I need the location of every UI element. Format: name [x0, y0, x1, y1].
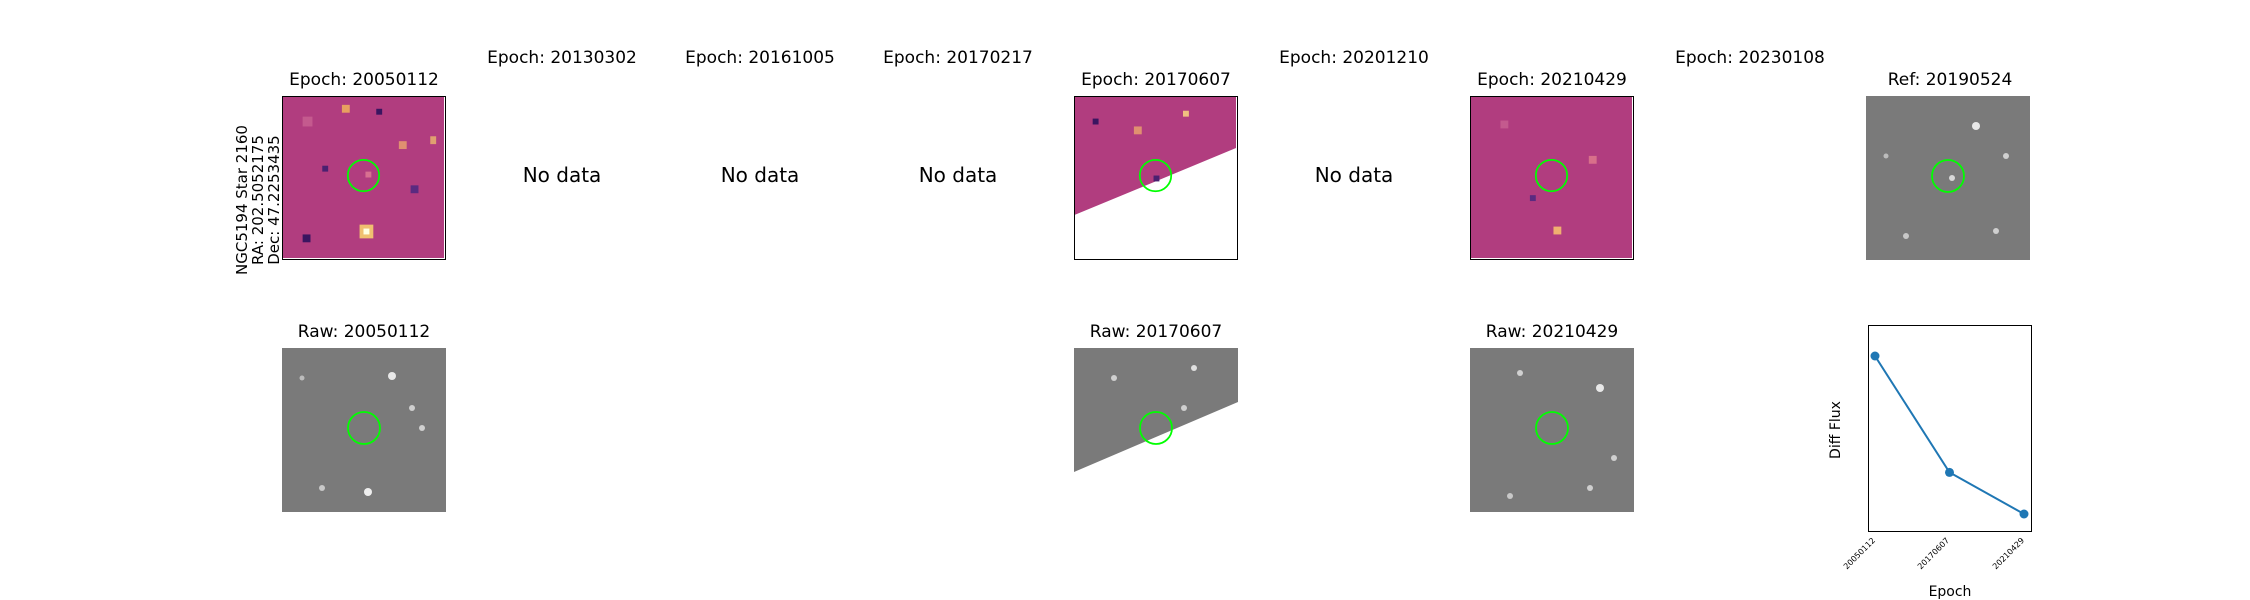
raw-image-20050112 [282, 348, 446, 512]
epoch-title-8: Epoch: 20230108 [1675, 48, 1825, 68]
epoch-title-5: Epoch: 20170607 [1081, 70, 1231, 90]
raw-title-20050112: Raw: 20050112 [297, 322, 431, 342]
data-point-20050112 [1870, 351, 1880, 361]
row-label: NGC5194 Star 2160 RA: 202.5052175 Dec: 4… [224, 100, 283, 275]
epoch-title-4: Epoch: 20170217 [883, 48, 1033, 68]
diff-image-20050112 [282, 96, 446, 260]
row-label-name: NGC5194 Star 2160 [233, 125, 251, 275]
ref-title: Ref: 20190524 [1887, 70, 2013, 90]
x-tick-label-20170607: 20170607 [1915, 536, 1952, 572]
data-point-20210429 [2019, 509, 2029, 519]
series-line [1874, 355, 2025, 515]
x-tick-label-20050112: 20050112 [1841, 536, 1877, 572]
x-tick-label-20210429: 20210429 [1990, 536, 2026, 572]
no-data-20130302: No data [522, 163, 602, 187]
epoch-title-3: Epoch: 20161005 [685, 48, 835, 68]
diff-flux-plot-area [1870, 351, 2029, 534]
no-data-20201210: No data [1314, 163, 1394, 187]
row-label-ra: RA: 202.5052175 [249, 135, 267, 265]
raw-image-20210429 [1470, 348, 1634, 512]
diff-image-20170607 [1074, 96, 1238, 260]
y-axis-label: Diff Flux [1828, 401, 1844, 459]
no-data-20170217: No data [918, 163, 998, 187]
no-data-20161005: No data [720, 163, 800, 187]
raw-title-20210429: Raw: 20210429 [1485, 322, 1619, 342]
x-axis-label: Epoch [1928, 584, 1972, 600]
epoch-title-1: Epoch: 20050112 [289, 70, 439, 90]
row-label-dec: Dec: 47.2253435 [265, 135, 283, 265]
epoch-title-6: Epoch: 20201210 [1279, 48, 1429, 68]
diff-flux-plot [1868, 325, 2032, 534]
raw-title-20170607: Raw: 20170607 [1089, 322, 1223, 342]
diff-image-20210429 [1470, 96, 1634, 260]
raw-image-20170607 [1074, 348, 1238, 512]
epoch-title-7: Epoch: 20210429 [1477, 70, 1627, 90]
epoch-title-2: Epoch: 20130302 [487, 48, 637, 68]
data-point-20170607 [1945, 467, 1954, 477]
reference-image [1866, 96, 2030, 260]
